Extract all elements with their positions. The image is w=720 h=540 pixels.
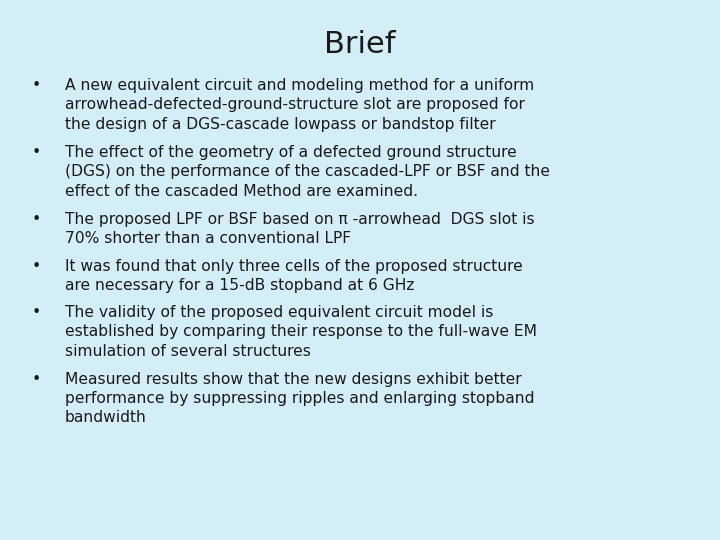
Text: Brief: Brief — [324, 30, 396, 59]
Text: Measured results show that the new designs exhibit better
performance by suppres: Measured results show that the new desig… — [65, 372, 534, 426]
Text: •: • — [32, 259, 40, 274]
Text: •: • — [32, 305, 40, 320]
Text: •: • — [32, 372, 40, 387]
Text: •: • — [32, 78, 40, 93]
Text: The proposed LPF or BSF based on π -arrowhead  DGS slot is
70% shorter than a co: The proposed LPF or BSF based on π -arro… — [65, 212, 534, 246]
Text: •: • — [32, 145, 40, 160]
Text: The effect of the geometry of a defected ground structure
(DGS) on the performan: The effect of the geometry of a defected… — [65, 145, 550, 199]
Text: •: • — [32, 212, 40, 227]
Text: It was found that only three cells of the proposed structure
are necessary for a: It was found that only three cells of th… — [65, 259, 523, 293]
Text: The validity of the proposed equivalent circuit model is
established by comparin: The validity of the proposed equivalent … — [65, 305, 537, 359]
Text: A new equivalent circuit and modeling method for a uniform
arrowhead-defected-gr: A new equivalent circuit and modeling me… — [65, 78, 534, 132]
